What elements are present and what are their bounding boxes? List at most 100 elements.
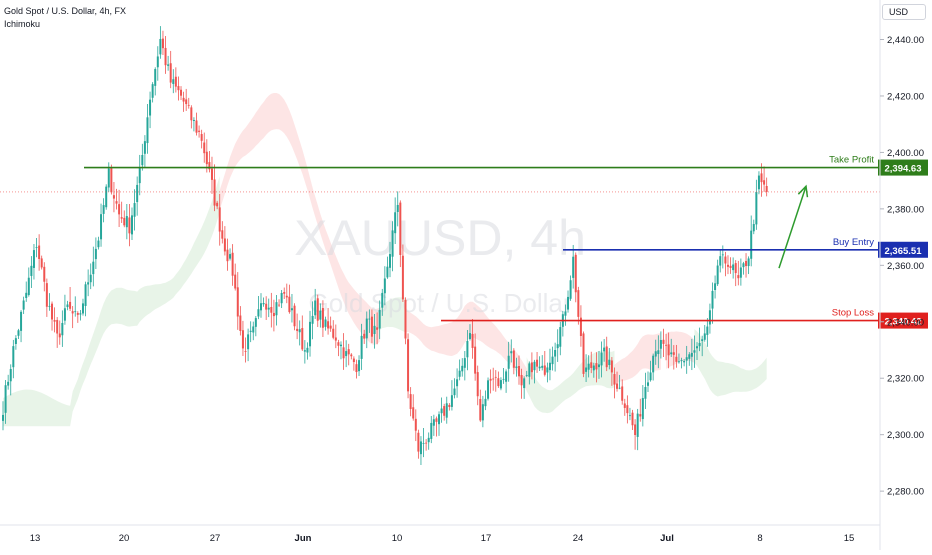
candle-body bbox=[461, 365, 464, 372]
candle-body bbox=[551, 356, 554, 365]
candle-body bbox=[329, 325, 332, 329]
candle-body bbox=[386, 266, 389, 278]
candle-body bbox=[484, 398, 487, 407]
candle-body bbox=[745, 260, 748, 267]
candle-body bbox=[675, 356, 678, 362]
candle-body bbox=[432, 419, 435, 426]
candle-body bbox=[76, 312, 79, 315]
candle-body bbox=[466, 341, 469, 358]
candle-body bbox=[747, 258, 750, 267]
candle-body bbox=[118, 204, 121, 215]
candle-body bbox=[659, 339, 662, 349]
candle-body bbox=[649, 372, 652, 381]
cloud-bearish bbox=[219, 93, 380, 345]
candle-body bbox=[53, 320, 56, 322]
candle-body bbox=[760, 173, 763, 183]
candle-body bbox=[265, 303, 268, 310]
candle-body bbox=[737, 275, 740, 279]
candle-body bbox=[360, 335, 363, 359]
time-axis[interactable]: 13 20 27 Jun 10 17 24 Jul 8 15 bbox=[0, 524, 880, 544]
candle-body bbox=[74, 311, 77, 313]
candle-body bbox=[515, 366, 518, 368]
candle-body bbox=[169, 63, 172, 83]
candle-body bbox=[732, 264, 735, 271]
candle-body bbox=[97, 240, 100, 248]
candle-body bbox=[370, 316, 373, 337]
cloud-bullish bbox=[694, 329, 767, 397]
indicator-label[interactable]: Ichimoku bbox=[4, 19, 41, 29]
candle-body bbox=[407, 339, 410, 392]
candle-body bbox=[128, 217, 131, 234]
candle-body bbox=[734, 263, 737, 274]
candle-body bbox=[81, 303, 84, 314]
candle-body bbox=[396, 204, 399, 213]
price-axis[interactable]: 2,394.63 2,365.51 2,340.42 2,280.00 2,300.00… bbox=[878, 0, 928, 550]
candle-body bbox=[427, 437, 430, 443]
stop-loss-price-value: 2,340.42 bbox=[885, 317, 922, 328]
cloud-bullish bbox=[3, 176, 220, 427]
candle-body bbox=[110, 167, 113, 193]
candle-body bbox=[468, 333, 471, 340]
candle-body bbox=[306, 347, 309, 353]
candle-body bbox=[373, 325, 376, 334]
stop-loss-price-tag bbox=[878, 312, 928, 329]
candle-body bbox=[597, 364, 600, 368]
candlesticks bbox=[2, 26, 768, 465]
buy-entry-price-value: 2,365.51 bbox=[885, 246, 923, 257]
candle-body bbox=[107, 168, 110, 188]
candle-body bbox=[667, 344, 670, 356]
candle-body bbox=[324, 319, 327, 327]
candle-body bbox=[592, 365, 595, 371]
candle-body bbox=[703, 333, 706, 340]
candle-body bbox=[332, 328, 335, 338]
candle-body bbox=[138, 167, 141, 184]
candle-body bbox=[582, 333, 585, 374]
candle-body bbox=[445, 403, 448, 418]
candle-body bbox=[112, 195, 115, 199]
candle-body bbox=[752, 224, 755, 232]
candle-body bbox=[92, 261, 95, 275]
candle-body bbox=[223, 238, 226, 252]
candle-body bbox=[559, 327, 562, 347]
candle-body bbox=[141, 154, 144, 166]
currency-button[interactable]: USD bbox=[882, 4, 926, 20]
candle-body bbox=[724, 256, 727, 264]
cloud-bearish bbox=[614, 333, 661, 385]
candle-body bbox=[187, 104, 190, 106]
candle-body bbox=[17, 330, 20, 336]
candle-body bbox=[512, 350, 515, 368]
candle-body bbox=[523, 378, 526, 389]
candle-body bbox=[448, 404, 451, 407]
time-tick-label: Jun bbox=[295, 533, 312, 544]
candle-body bbox=[505, 371, 508, 382]
candle-body bbox=[267, 307, 270, 310]
candle-body bbox=[190, 107, 193, 121]
candle-body bbox=[641, 398, 644, 420]
candle-body bbox=[548, 362, 551, 371]
candle-body bbox=[40, 258, 43, 268]
symbol-title[interactable]: Gold Spot / U.S. Dollar, 4h, FX bbox=[4, 6, 127, 16]
candle-body bbox=[683, 361, 686, 363]
candle-body bbox=[652, 355, 655, 373]
candle-body bbox=[422, 443, 425, 444]
candle-body bbox=[383, 278, 386, 294]
candle-body bbox=[102, 205, 105, 214]
candle-body bbox=[502, 378, 505, 380]
candle-body bbox=[610, 360, 613, 373]
candle-body bbox=[200, 134, 203, 141]
time-tick-label: Jul bbox=[660, 533, 674, 544]
candle-body bbox=[489, 378, 492, 381]
candle-body bbox=[38, 245, 41, 259]
arrow-shaft bbox=[778, 186, 807, 269]
candle-body bbox=[443, 406, 446, 416]
candle-body bbox=[595, 363, 598, 370]
candle-body bbox=[412, 407, 415, 419]
candle-body bbox=[210, 168, 213, 180]
candle-body bbox=[221, 230, 224, 239]
candle-body bbox=[634, 424, 637, 436]
candle-body bbox=[319, 310, 322, 320]
candle-body bbox=[605, 346, 608, 368]
candle-body bbox=[208, 162, 211, 170]
